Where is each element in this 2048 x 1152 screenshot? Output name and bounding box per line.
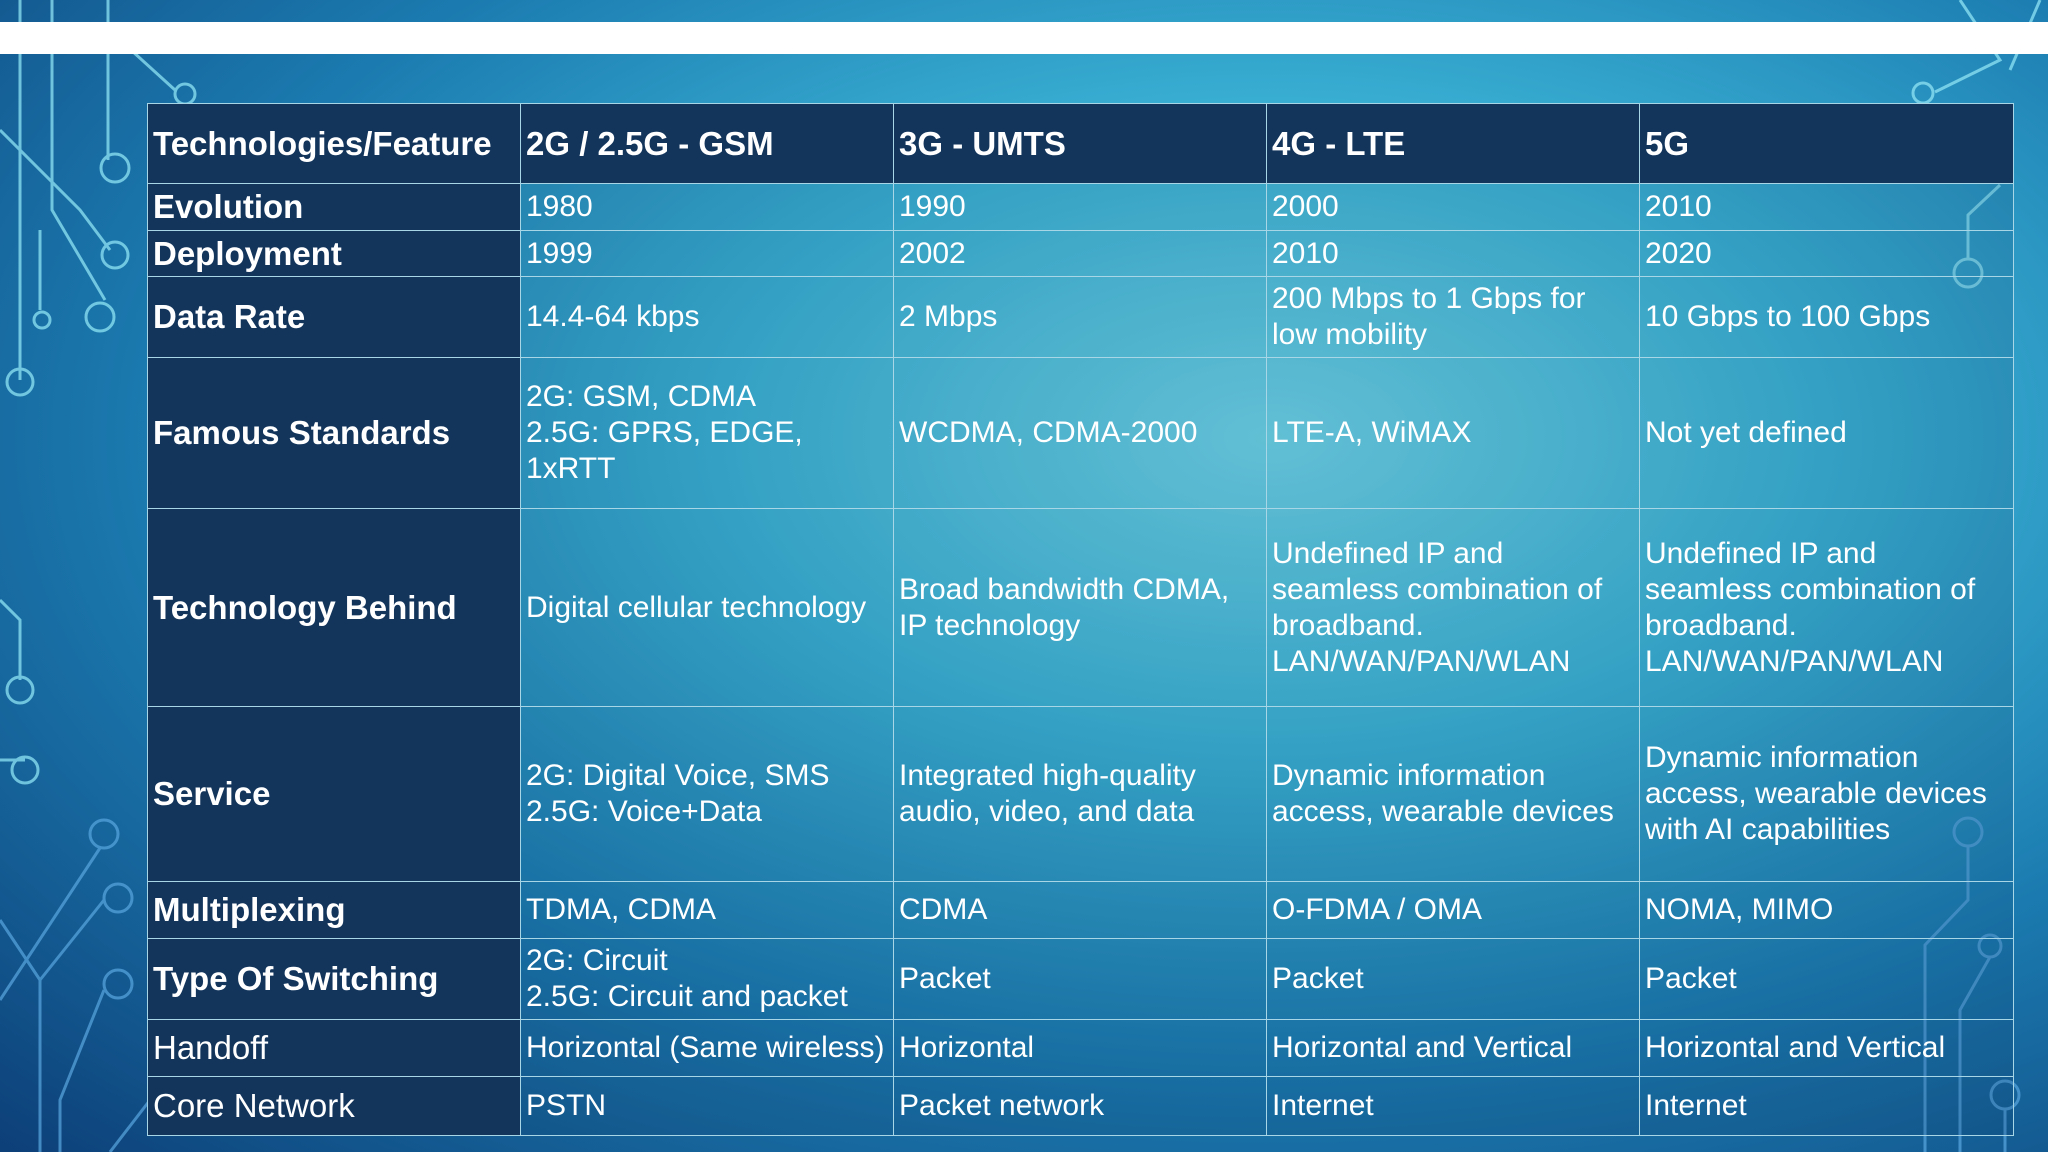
table-cell: Internet	[1639, 1076, 2014, 1136]
table-cell: Dynamic information access, wearable dev…	[1639, 706, 2014, 882]
table-cell: 2G: GSM, CDMA 2.5G: GPRS, EDGE, 1xRTT	[520, 357, 894, 509]
row-label: Type Of Switching	[147, 938, 521, 1020]
table-row: Technology Behind Digital cellular techn…	[147, 508, 2014, 707]
row-label: Multiplexing	[147, 881, 521, 939]
table-cell: Dynamic information access, wearable dev…	[1266, 706, 1640, 882]
table-row: Evolution 1980 1990 2000 2010	[147, 183, 2014, 231]
row-label: Data Rate	[147, 276, 521, 358]
table-cell: 1999	[520, 230, 894, 277]
table-header-row: Technologies/Feature 2G / 2.5G - GSM 3G …	[147, 103, 2014, 184]
table-cell: Packet	[1639, 938, 2014, 1020]
comparison-table: Technologies/Feature 2G / 2.5G - GSM 3G …	[147, 103, 2014, 1136]
table-cell: 2000	[1266, 183, 1640, 231]
table-cell: Packet network	[893, 1076, 1267, 1136]
row-label: Evolution	[147, 183, 521, 231]
table-cell: Packet	[1266, 938, 1640, 1020]
table-cell: Digital cellular technology	[520, 508, 894, 707]
row-label: Core Network	[147, 1076, 521, 1136]
table-cell: 2020	[1639, 230, 2014, 277]
table-row: Data Rate 14.4-64 kbps 2 Mbps 200 Mbps t…	[147, 276, 2014, 358]
table-cell: Horizontal and Vertical	[1266, 1019, 1640, 1077]
table-cell: TDMA, CDMA	[520, 881, 894, 939]
table-cell: WCDMA, CDMA-2000	[893, 357, 1267, 509]
top-banner	[0, 22, 2048, 54]
header-cell-3g: 3G - UMTS	[893, 103, 1267, 184]
table-row: Type Of Switching 2G: Circuit 2.5G: Circ…	[147, 938, 2014, 1020]
table-cell: PSTN	[520, 1076, 894, 1136]
table-row: Deployment 1999 2002 2010 2020	[147, 230, 2014, 277]
table-row: Service 2G: Digital Voice, SMS 2.5G: Voi…	[147, 706, 2014, 882]
table-cell: Not yet defined	[1639, 357, 2014, 509]
table-cell: Horizontal	[893, 1019, 1267, 1077]
table-cell: 2G: Circuit 2.5G: Circuit and packet	[520, 938, 894, 1020]
table-row: Multiplexing TDMA, CDMA CDMA O-FDMA / OM…	[147, 881, 2014, 939]
table-cell: Horizontal and Vertical	[1639, 1019, 2014, 1077]
table-cell: NOMA, MIMO	[1639, 881, 2014, 939]
row-label: Deployment	[147, 230, 521, 277]
header-cell-2g: 2G / 2.5G - GSM	[520, 103, 894, 184]
table-cell: Broad bandwidth CDMA, IP technology	[893, 508, 1267, 707]
table-cell: 1980	[520, 183, 894, 231]
table-cell: LTE-A, WiMAX	[1266, 357, 1640, 509]
table-cell: 10 Gbps to 100 Gbps	[1639, 276, 2014, 358]
table-cell: 2002	[893, 230, 1267, 277]
row-label: Famous Standards	[147, 357, 521, 509]
table-cell: Undefined IP and seamless combination of…	[1639, 508, 2014, 707]
row-label: Technology Behind	[147, 508, 521, 707]
header-cell-5g: 5G	[1639, 103, 2014, 184]
table-cell: Horizontal (Same wireless)	[520, 1019, 894, 1077]
table-cell: 2G: Digital Voice, SMS 2.5G: Voice+Data	[520, 706, 894, 882]
table-cell: 2010	[1266, 230, 1640, 277]
table-cell: 2 Mbps	[893, 276, 1267, 358]
table-cell: O-FDMA / OMA	[1266, 881, 1640, 939]
header-cell-feature: Technologies/Feature	[147, 103, 521, 184]
table-cell: 14.4-64 kbps	[520, 276, 894, 358]
table-cell: Undefined IP and seamless combination of…	[1266, 508, 1640, 707]
table-cell: Integrated high-quality audio, video, an…	[893, 706, 1267, 882]
table-cell: CDMA	[893, 881, 1267, 939]
table-cell: Packet	[893, 938, 1267, 1020]
table-row: Famous Standards 2G: GSM, CDMA 2.5G: GPR…	[147, 357, 2014, 509]
table-row: Core Network PSTN Packet network Interne…	[147, 1076, 2014, 1136]
table-row: Handoff Horizontal (Same wireless) Horiz…	[147, 1019, 2014, 1077]
table-cell: 2010	[1639, 183, 2014, 231]
table-cell: Internet	[1266, 1076, 1640, 1136]
table-cell: 1990	[893, 183, 1267, 231]
header-cell-4g: 4G - LTE	[1266, 103, 1640, 184]
row-label: Service	[147, 706, 521, 882]
row-label: Handoff	[147, 1019, 521, 1077]
table-cell: 200 Mbps to 1 Gbps for low mobility	[1266, 276, 1640, 358]
